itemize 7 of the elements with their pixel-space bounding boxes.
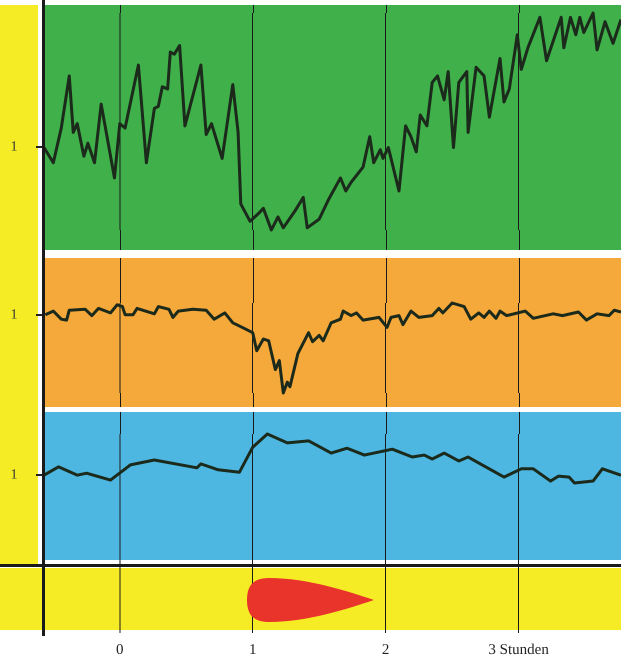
x-tick-label: 0 (116, 642, 124, 658)
text: 1 (10, 468, 18, 483)
text: 1 (10, 308, 18, 323)
x-tick-label: 1 (248, 642, 256, 658)
x-tick-label: 3 Stunden (488, 642, 550, 658)
x-tick-label: 2 (382, 642, 390, 658)
text: 1 (10, 140, 18, 155)
